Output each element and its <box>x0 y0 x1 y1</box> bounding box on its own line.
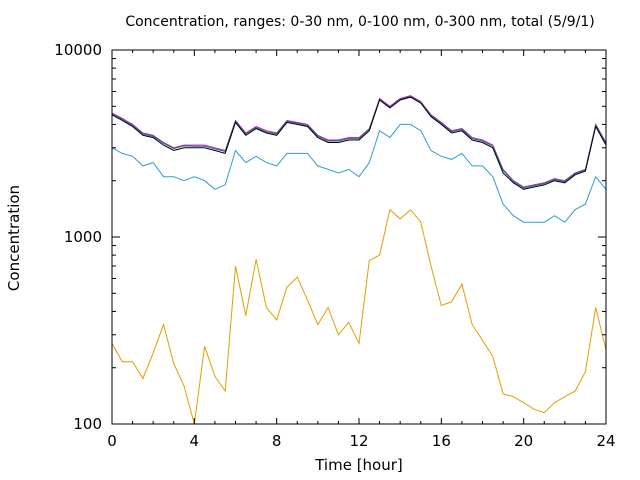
x-tick-label: 24 <box>596 432 615 450</box>
x-tick-label: 0 <box>107 432 117 450</box>
x-tick-label: 12 <box>349 432 368 450</box>
x-axis-label: Time [hour] <box>315 456 403 474</box>
series-line-2 <box>111 123 607 223</box>
chart-title: Concentration, ranges: 0-30 nm, 0-100 nm… <box>125 14 595 30</box>
y-tick-label: 10000 <box>54 41 102 59</box>
x-tick-label: 16 <box>432 432 451 450</box>
series-line-3 <box>111 95 607 188</box>
x-tick-label: 4 <box>190 432 200 450</box>
x-tick-label: 8 <box>272 432 282 450</box>
plot-frame <box>111 49 607 425</box>
series-line-4 <box>111 95 607 189</box>
y-axis-label: Concentration <box>5 184 23 292</box>
series-line-5 <box>111 96 607 190</box>
y-tick-label: 100 <box>73 415 102 433</box>
x-tick-label: 20 <box>514 432 533 450</box>
series-line-1 <box>111 208 607 425</box>
y-tick-label: 1000 <box>64 228 102 246</box>
